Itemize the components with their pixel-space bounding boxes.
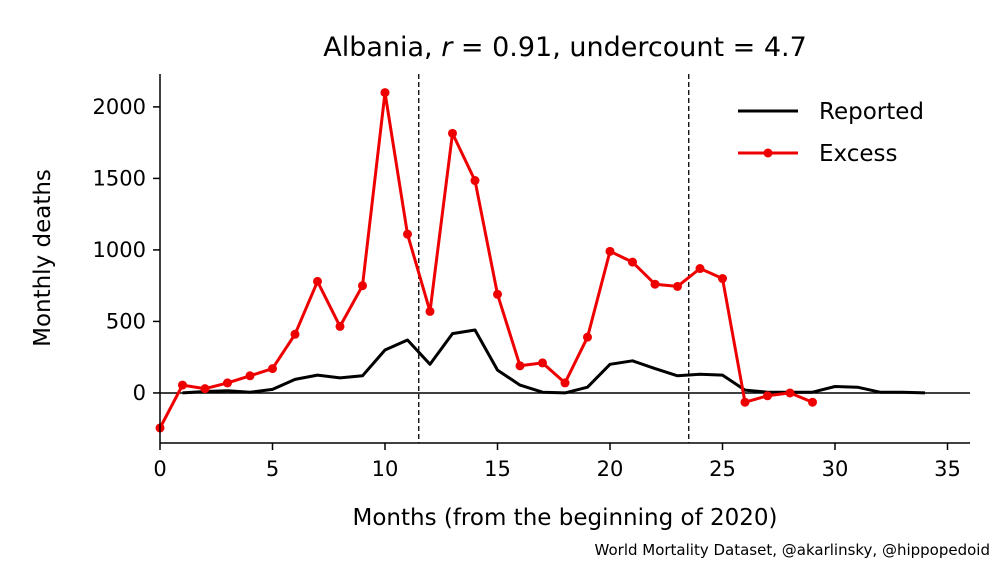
y-tick-label-500: 500 (106, 309, 146, 333)
data-point-excess-5 (268, 364, 277, 374)
y-axis-label: Monthly deaths (30, 169, 56, 347)
data-point-excess-12 (425, 306, 435, 316)
legend-marker-excess (763, 148, 773, 158)
legend-label-reported: Reported (819, 99, 924, 125)
x-tick-label-0: 0 (153, 457, 166, 481)
x-tick-label-15: 15 (484, 457, 511, 481)
data-point-excess-27 (763, 391, 772, 401)
data-point-excess-10 (380, 88, 390, 98)
legend-label-excess: Excess (819, 141, 898, 167)
data-point-excess-24 (695, 264, 705, 274)
chart-title: Albania, r = 0.91, undercount = 4.7 (323, 32, 807, 63)
legend: Reported Excess (738, 99, 924, 167)
x-axis-label: Months (from the beginning of 2020) (352, 505, 777, 531)
y-tick-label-2000: 2000 (93, 95, 146, 119)
title-r-symbol: r (441, 32, 454, 63)
data-point-excess-17 (538, 358, 547, 368)
data-point-excess-14 (470, 176, 480, 186)
data-point-excess-8 (335, 321, 345, 331)
data-point-excess-1 (178, 380, 187, 390)
series-layer (155, 88, 926, 433)
y-tick-label-1000: 1000 (93, 238, 146, 262)
vertical-lines-layer (418, 74, 690, 443)
data-point-excess-19 (583, 332, 592, 342)
data-point-excess-2 (200, 384, 210, 394)
data-point-excess-13 (448, 128, 457, 138)
credit-text: World Mortality Dataset, @akarlinsky, @h… (595, 541, 990, 559)
data-point-excess-18 (560, 378, 570, 388)
x-tick-label-35: 35 (934, 457, 961, 481)
series-line-excess (158, 91, 814, 429)
data-point-excess-20 (605, 246, 615, 256)
data-point-excess-16 (515, 361, 525, 371)
title-stats: = 0.91, undercount = 4.7 (452, 32, 806, 63)
data-point-excess-29 (808, 397, 817, 407)
data-point-excess-25 (718, 274, 727, 284)
data-point-excess-22 (650, 279, 660, 289)
y-tick-label-0: 0 (133, 381, 146, 405)
ticks-layer: 0 5 10 15 20 25 30 35 0 500 1000 1500 2000 (93, 95, 961, 481)
data-point-excess-4 (245, 371, 255, 381)
data-point-excess-23 (673, 281, 682, 291)
x-tick-label-10: 10 (372, 457, 399, 481)
data-point-excess-7 (313, 276, 322, 286)
data-point-excess-26 (740, 397, 750, 407)
title-country: Albania, (323, 32, 441, 63)
data-point-excess-28 (785, 388, 795, 398)
data-point-excess-11 (403, 229, 412, 239)
x-tick-label-5: 5 (266, 457, 279, 481)
data-point-excess-3 (223, 378, 232, 388)
data-point-excess-21 (628, 257, 637, 267)
data-point-excess-6 (290, 329, 300, 339)
y-tick-label-1500: 1500 (93, 166, 146, 190)
data-point-excess-15 (493, 289, 502, 299)
x-tick-label-30: 30 (822, 457, 849, 481)
data-point-excess-9 (358, 281, 367, 291)
x-tick-label-20: 20 (597, 457, 624, 481)
x-tick-label-25: 25 (709, 457, 736, 481)
series-line-reported (182, 328, 926, 395)
